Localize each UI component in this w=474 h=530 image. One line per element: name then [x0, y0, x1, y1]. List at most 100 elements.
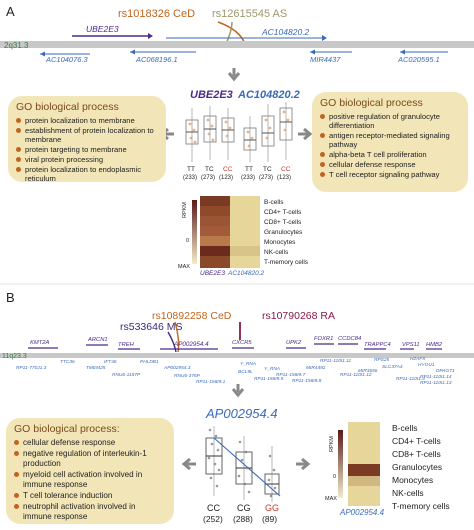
heatmap-zero-a: 0	[186, 238, 189, 244]
go-term: protein localization to endoplasmic reti…	[16, 165, 158, 183]
go-term: neutrophil activation involved in immune…	[14, 502, 166, 522]
genotype-label: TC	[263, 166, 272, 173]
heatmap-max-b: MAX	[325, 496, 337, 502]
right-arrow-b	[296, 457, 311, 471]
gene-label: RP11-110I1.14	[420, 374, 452, 380]
snp-ced-pointer-b	[174, 321, 180, 353]
panel-a-label: A	[6, 4, 15, 19]
chromosome-2q31-track	[0, 41, 474, 48]
go-term: negative regulation of interleukin-1 pro…	[14, 449, 166, 469]
heatmap-row-label: Monocytes	[264, 239, 296, 246]
genes-above-panel-b: KMT2A ARCN1 TREH AP002954.4 CXCR5 UPK2 F…	[30, 336, 443, 348]
right-arrow-a	[298, 127, 313, 141]
gene-label: Y_RNA	[240, 361, 256, 367]
gene-label: RPS25	[374, 357, 390, 363]
box-ube2e3-tc	[203, 106, 217, 160]
snp-rs12615545-label: rs12615545 AS	[212, 8, 287, 20]
gene-label: TRAPPC4	[364, 342, 391, 348]
heatmap-col-ube2e3: UBE2E3	[200, 270, 225, 277]
go-list: positive regulation of granulocyte diffe…	[320, 112, 460, 179]
box-gg	[264, 446, 280, 502]
snp-rs10790268-label: rs10790268 RA	[262, 310, 335, 322]
gene-ube2e3-arrow	[148, 33, 153, 39]
gene-label: TMEM25	[86, 365, 106, 371]
go-list: cellular defense response negative regul…	[14, 438, 166, 522]
plot-title-ac104820: AC104820.2	[237, 89, 300, 101]
gene-lines-above-b	[28, 343, 442, 350]
box-ac104820-cc	[279, 102, 293, 160]
heatmap-row-label: B-cells	[392, 423, 418, 433]
go-term: alpha-beta T cell proliferation	[320, 150, 460, 159]
genotype-label: TC	[205, 166, 214, 173]
go-box-b: GO biological process: cellular defense …	[6, 418, 174, 524]
genotype-count: (123)	[277, 175, 291, 181]
heatmap-scale-b	[338, 430, 343, 498]
gene-label: BCL9L	[238, 369, 253, 375]
gene-ac068196-label: AC068196.1	[135, 55, 178, 64]
chromosome-11q23-track	[0, 353, 474, 358]
gene-label: HYOU1	[418, 362, 435, 368]
panel-b-label: B	[6, 290, 15, 305]
trend-line	[213, 437, 281, 497]
gene-label: H2AFX	[410, 356, 426, 362]
gene-label: CCDC84	[338, 336, 361, 342]
down-arrow-b	[231, 384, 245, 398]
gene-label: KMT2A	[30, 340, 49, 346]
go-term: myeloid cell activation involved in immu…	[14, 470, 166, 490]
snp-rs10892258-label: rs10892258 CeD	[152, 310, 232, 322]
gene-label: RP11-110I1.4	[396, 376, 425, 382]
go-title: GO biological process	[16, 101, 119, 113]
gene-ac020595-label: AC020595.1	[397, 55, 440, 64]
genotype-count: (233)	[183, 175, 197, 181]
plot-title-ap002954: AP002954.4	[205, 406, 278, 421]
plot-title-ube2e3: UBE2E3	[190, 89, 233, 101]
genotype-count: (123)	[219, 175, 233, 181]
genotype-count: (233)	[241, 175, 255, 181]
go-box-left-a: GO biological process protein localizati…	[8, 96, 166, 183]
genotype-label: CC	[281, 166, 291, 173]
gene-label: RP11-110I1.12	[340, 372, 372, 378]
boxplots-panel-a	[185, 102, 293, 162]
heatmap-row-label: Granulocytes	[264, 229, 303, 236]
go-list: protein localization to membrane establi…	[16, 116, 158, 183]
gene-ac104820-label: AC104820.2	[261, 27, 310, 37]
go-term: cellular defense response	[14, 438, 166, 448]
gene-label: RP11-158I9.5	[254, 376, 284, 382]
gene-ube2e3-label: UBE2E3	[86, 24, 119, 34]
genotype-label: CC	[223, 166, 233, 173]
box-ac104820-tt	[243, 116, 257, 162]
boxplots-panel-b	[205, 426, 281, 502]
down-arrow-a	[227, 68, 241, 82]
box-ube2e3-cc	[221, 108, 235, 160]
gene-ac104820-arrow	[322, 35, 327, 41]
heatmap-zero-b: 0	[333, 474, 336, 480]
gene-label: RNU6-1157P	[112, 372, 141, 378]
snp-rs533646-label: rs533646 MS	[120, 321, 182, 333]
gene-label: FOXR1	[314, 336, 333, 342]
gene-label: UPK2	[286, 340, 302, 346]
heatmap-row-label: T-memory cells	[264, 259, 309, 266]
heat-cell-monocytes	[348, 464, 380, 476]
snp-rs1018326-label: rs1018326 CeD	[118, 8, 195, 20]
heatmap-row-label: CD4+ T-cells	[392, 436, 441, 446]
heatmap-row-label: CD4+ T-cells	[264, 209, 302, 216]
locus-2q31-label: 2q31.3	[4, 41, 29, 50]
heatmap-row-label: T-memory cells	[392, 501, 450, 511]
go-term: protein targeting to membrane	[16, 145, 158, 154]
box-points-panel-a	[188, 110, 290, 148]
genes-below-panel-b: TTC36 IFT46 TMEM25 PHLDB1 RNU6-1157P AP0…	[16, 356, 455, 386]
genotype-label: TT	[187, 166, 195, 173]
gene-label: RNU6-376P	[174, 373, 201, 379]
heatmap-ylabel-a: RPKM	[182, 202, 188, 218]
heatmap-panel-b	[338, 422, 380, 506]
heatmap-row-label: CD8+ T-cells	[392, 449, 441, 459]
go-title: GO biological process:	[14, 423, 120, 435]
gene-label: RP11-110I1.13	[420, 380, 452, 386]
locus-11q23-label: 11q23.3	[2, 353, 27, 360]
go-term: positive regulation of granulocyte diffe…	[320, 112, 460, 130]
left-arrow-b	[181, 457, 196, 471]
gene-label: RP11-158I9.1	[196, 379, 226, 385]
go-term: T cell tolerance induction	[14, 491, 166, 501]
box-cg	[235, 436, 253, 500]
heatmap-row-label: NK-cells	[264, 249, 289, 256]
